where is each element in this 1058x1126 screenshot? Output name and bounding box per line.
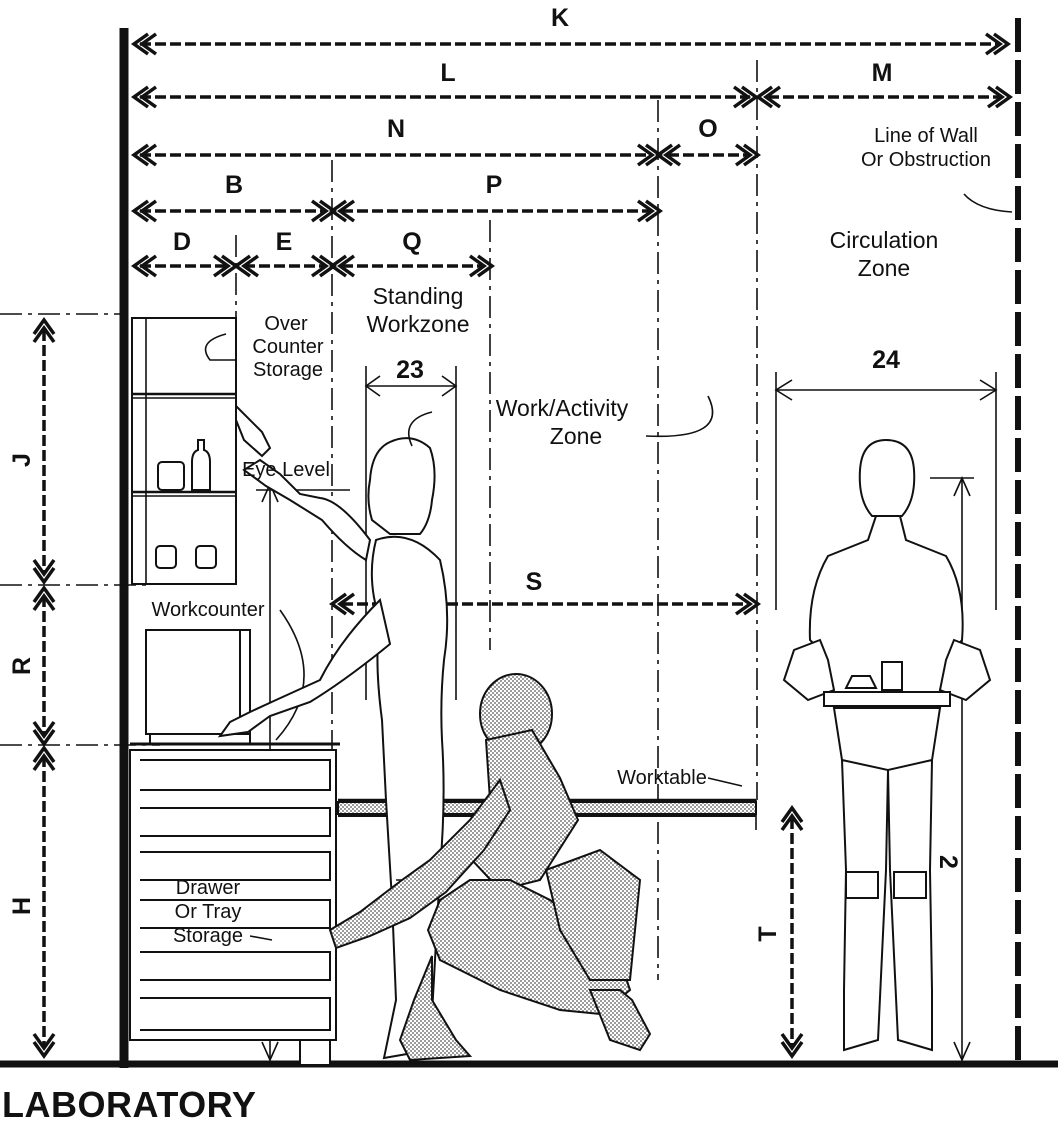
drawer-storage [129, 749, 337, 1064]
work-activity-label-1: Work/Activity [496, 395, 629, 421]
dimension-t: T [754, 804, 804, 1060]
drawer-label-2: Or Tray [175, 901, 242, 923]
drawer-label-3: Storage [173, 925, 243, 947]
dimension-t-label: T [754, 926, 782, 941]
circulation-width-label: 24 [872, 346, 900, 374]
dimension-r: R [8, 584, 56, 748]
standing-workzone-label-2: Workzone [366, 311, 469, 337]
dimension-p-label: P [486, 171, 503, 199]
circulation-width-dimension: 24 [774, 346, 998, 610]
over-counter-cabinet [131, 317, 237, 585]
dimension-d: D [130, 228, 240, 278]
workcounter-cabinet [130, 609, 340, 746]
dimension-n-label: N [387, 115, 405, 143]
dimension-q: Q [328, 228, 496, 278]
diagram-title: LABORATORY [2, 1084, 257, 1125]
over-counter-label-1: Over [264, 313, 308, 335]
storage-box-icon-2 [195, 545, 217, 569]
over-counter-label-2: Counter [252, 336, 323, 358]
drawer-label-1: Drawer [176, 877, 241, 899]
eye-level-label: Eye Level [242, 459, 330, 481]
walls [0, 18, 1058, 1068]
circulation-zone-label-1: Circulation [830, 227, 939, 253]
wall-line-label-1: Line of Wall [874, 125, 978, 147]
dimension-o-label: O [698, 115, 717, 143]
circulation-figure [782, 438, 992, 1052]
eye-height-right: 2 [930, 476, 974, 1062]
dimension-r-label: R [8, 657, 36, 675]
standing-figure [217, 403, 449, 1060]
bottle-icon [191, 439, 211, 491]
dimension-l: L [130, 59, 760, 109]
dimension-m: M [754, 59, 1014, 109]
dimension-n: N [130, 115, 664, 167]
wall-line-label-2: Or Obstruction [861, 149, 991, 171]
dimension-b-label: B [225, 171, 243, 199]
circulation-zone-label-2: Zone [858, 255, 910, 281]
reaching-hand-icon [235, 403, 272, 458]
dimension-s-label: S [526, 568, 543, 596]
tray-jar-icon [881, 661, 903, 691]
dimension-lines: K L M N O [130, 4, 1014, 616]
labels: Standing Workzone Over Counter Storage E… [151, 125, 991, 947]
tray-dish-icon [844, 675, 878, 689]
dimension-k: K [130, 4, 1012, 56]
dimension-k-label: K [551, 4, 569, 32]
dimension-o: O [654, 115, 762, 167]
dimension-q-label: Q [402, 228, 421, 256]
workcounter-label: Workcounter [151, 599, 264, 621]
leader-lines [204, 193, 1013, 941]
work-activity-label-2: Zone [550, 423, 602, 449]
dimension-j: J [8, 316, 56, 586]
worktable-label: Worktable [617, 767, 707, 789]
storage-jar-icon [157, 461, 185, 491]
crouching-figure [328, 673, 652, 1062]
guide-lines [0, 60, 758, 980]
dimension-l-label: L [440, 59, 455, 87]
dimension-j-label: J [8, 453, 36, 467]
dimension-p: P [328, 171, 664, 223]
dimension-h: H [8, 744, 56, 1060]
dimension-d-label: D [173, 228, 191, 256]
dimension-e: E [232, 228, 338, 278]
storage-box-icon [155, 545, 177, 569]
standing-width-label: 23 [396, 356, 424, 384]
eye-height-right-label: 2 [934, 855, 962, 869]
dimension-h-label: H [8, 897, 36, 915]
standing-workzone-label-1: Standing [373, 283, 464, 309]
over-counter-label-3: Storage [253, 359, 323, 381]
dimension-m-label: M [872, 59, 893, 87]
dimension-e-label: E [276, 228, 293, 256]
dimension-b: B [130, 171, 338, 223]
